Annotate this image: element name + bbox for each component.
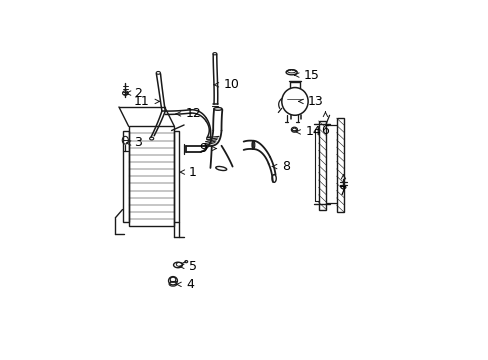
Text: 6: 6	[321, 123, 329, 136]
Text: 2: 2	[134, 87, 142, 100]
Text: 8: 8	[281, 160, 289, 173]
Text: 10: 10	[223, 78, 239, 91]
Text: 5: 5	[188, 260, 196, 273]
Bar	[128, 126, 174, 226]
Text: 14: 14	[305, 125, 320, 138]
Bar	[174, 131, 179, 222]
Bar	[336, 118, 344, 212]
Text: 4: 4	[185, 278, 194, 291]
Bar	[318, 121, 325, 210]
Bar	[122, 131, 128, 222]
Text: 13: 13	[307, 95, 323, 108]
Text: 11: 11	[134, 95, 149, 108]
Text: 9: 9	[199, 142, 207, 155]
Text: 3: 3	[134, 136, 142, 149]
Text: 7: 7	[339, 185, 347, 198]
Text: 15: 15	[303, 68, 319, 82]
Text: 1: 1	[188, 166, 196, 179]
Text: 12: 12	[185, 107, 201, 120]
